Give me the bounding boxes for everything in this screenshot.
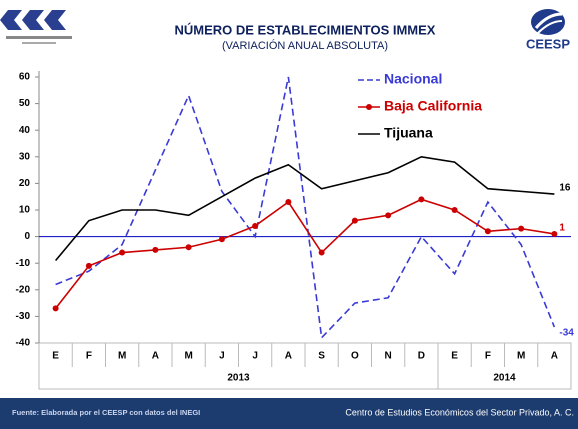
footer-bar <box>0 398 578 429</box>
legend-label: Baja California <box>384 98 482 114</box>
logo-text: CEESP <box>526 36 570 51</box>
end-label: 1 <box>559 223 565 234</box>
x-tick-label: D <box>418 351 425 362</box>
series-marker <box>551 230 558 237</box>
y-tick-label: -30 <box>16 311 31 322</box>
y-tick-label: 60 <box>19 72 31 83</box>
right-logo: CEESP <box>526 9 570 51</box>
y-tick-label: -20 <box>16 284 31 295</box>
series-line <box>55 155 555 262</box>
series-marker <box>252 222 259 229</box>
x-tick-label: A <box>285 351 292 362</box>
x-tick-label: J <box>252 351 258 362</box>
footer-organization: Centro de Estudios Económicos del Sector… <box>345 407 574 417</box>
series-marker <box>518 225 525 232</box>
y-tick-label: 40 <box>19 125 31 136</box>
x-tick-label: M <box>118 351 126 362</box>
x-tick-label: J <box>219 351 225 362</box>
end-label: 16 <box>559 183 571 194</box>
series-marker <box>218 236 225 243</box>
y-tick-label: 20 <box>19 178 31 189</box>
series-marker <box>318 249 325 256</box>
x-tick-label: S <box>318 351 325 362</box>
plot: -40 -30 -20 -10 0 10 20 30 40 50 60 E F M A M J J A S O N D E F M… <box>16 71 574 390</box>
x-tick-label: M <box>184 351 192 362</box>
x-tick-label: F <box>86 351 92 362</box>
series-marker <box>451 207 458 213</box>
series-marker <box>85 262 92 269</box>
y-tick-label: 10 <box>19 205 31 216</box>
series-marker <box>52 305 59 312</box>
series-line <box>55 76 556 340</box>
x-tick-label: E <box>52 351 59 362</box>
x-tick-label: A <box>152 351 159 362</box>
y-tick-label: -40 <box>16 338 31 349</box>
left-logo <box>0 10 72 44</box>
series-marker <box>152 246 159 253</box>
series-line <box>54 198 555 309</box>
x-group-label: 2013 <box>227 373 250 384</box>
y-tick-label: 50 <box>19 98 31 109</box>
footer-source: Fuente: Elaborada por el CEESP con datos… <box>12 408 200 417</box>
x-group-label: 2014 <box>493 373 516 384</box>
chart-subtitle: (VARIACIÓN ANUAL ABSOLUTA) <box>222 39 388 52</box>
legend-label: Nacional <box>384 71 442 87</box>
series-marker <box>351 217 358 224</box>
x-tick-label: A <box>551 351 558 362</box>
x-tick-label: N <box>385 351 392 362</box>
end-label: -34 <box>559 328 574 339</box>
series-marker <box>484 228 491 235</box>
legend-label: Tijuana <box>384 125 433 141</box>
x-tick-label: E <box>451 351 458 362</box>
series-marker <box>185 244 192 251</box>
series-marker <box>418 196 425 203</box>
x-tick-label: O <box>351 351 359 362</box>
chart-title: NÚMERO DE ESTABLECIMIENTOS IMMEX <box>175 22 436 37</box>
y-tick-label: 0 <box>24 231 30 242</box>
y-tick-label: -10 <box>16 258 31 269</box>
x-tick-label: F <box>485 351 491 362</box>
x-tick-label: M <box>517 351 525 362</box>
series-marker <box>285 199 292 206</box>
series-marker <box>119 249 126 256</box>
legend-marker <box>366 104 372 110</box>
y-tick-label: 30 <box>19 151 31 162</box>
series-marker <box>385 212 392 219</box>
